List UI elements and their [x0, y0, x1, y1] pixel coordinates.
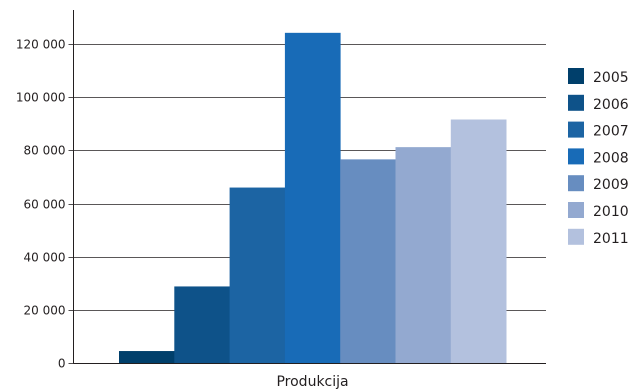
legend-label-2006: 2006 — [593, 97, 629, 113]
bar-2010 — [395, 147, 452, 363]
y-tick-label: 100 000 — [16, 91, 66, 105]
legend-swatch-2011 — [568, 228, 584, 245]
bar-2008 — [284, 32, 341, 363]
y-tick-label: 60 000 — [24, 198, 66, 212]
legend-label-2005: 2005 — [593, 70, 629, 86]
legend-swatch-2009 — [568, 175, 584, 192]
bar-2009 — [340, 159, 396, 363]
bars — [119, 32, 507, 363]
y-tick-label: 40 000 — [24, 251, 66, 265]
bar-2011 — [450, 119, 507, 363]
bar-2005 — [119, 351, 175, 363]
bar-2006 — [174, 286, 230, 363]
legend-label-2007: 2007 — [593, 124, 629, 140]
y-tick-label: 20 000 — [24, 304, 66, 318]
legend-label-2008: 2008 — [593, 150, 629, 166]
legend: 2005 2006 2007 2008 2009 2010 2011 — [568, 68, 629, 247]
y-tick-label: 80 000 — [24, 144, 66, 158]
axes — [68, 10, 546, 364]
legend-swatch-2007 — [568, 121, 584, 138]
y-tick-label: 120 000 — [16, 38, 66, 52]
legend-swatch-2005 — [568, 68, 584, 84]
legend-label-2009: 2009 — [593, 177, 629, 193]
axis-labels: 0 20 000 40 000 60 000 80 000 100 000 120 000 P… — [16, 38, 349, 391]
y-tick-label: 0 — [58, 357, 66, 371]
x-category-label: Produkcija — [276, 374, 348, 390]
legend-swatch-2010 — [568, 202, 584, 218]
legend-label-2011: 2011 — [593, 231, 629, 247]
legend-swatch-2008 — [568, 148, 584, 165]
legend-label-2010: 2010 — [593, 204, 629, 220]
legend-swatch-2006 — [568, 94, 584, 111]
bar-2007 — [229, 187, 286, 363]
